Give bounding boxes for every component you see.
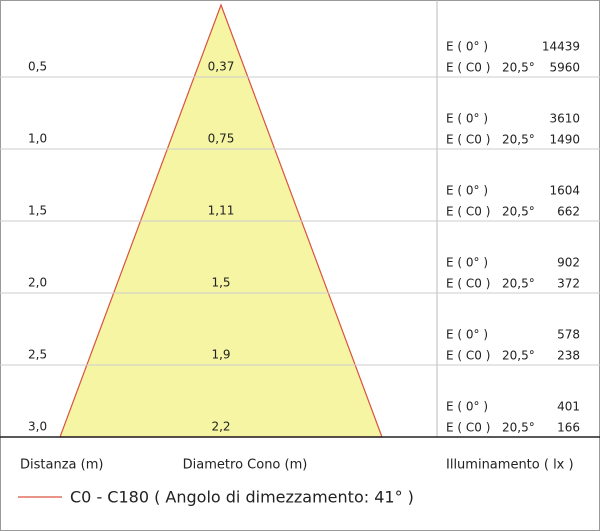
diameter-header: Diametro Cono (m): [183, 458, 308, 473]
distance: 1,0: [28, 132, 47, 146]
distance: 2,0: [28, 276, 47, 290]
e0-value: 3610: [549, 112, 580, 126]
angle: 20,5°: [502, 277, 535, 291]
ec0-label: E ( C0 ): [446, 349, 490, 363]
e0-label: E ( 0° ): [446, 400, 488, 414]
e0-value: 1604: [549, 184, 580, 198]
angle: 20,5°: [502, 421, 535, 435]
angle: 20,5°: [502, 205, 535, 219]
ec0-value: 5960: [549, 61, 580, 75]
ec0-label: E ( C0 ): [446, 205, 490, 219]
e0-label: E ( 0° ): [446, 256, 488, 270]
cone-diameter: 0,75: [208, 132, 235, 146]
e0-label: E ( 0° ): [446, 184, 488, 198]
ec0-label: E ( C0 ): [446, 61, 490, 75]
angle: 20,5°: [502, 61, 535, 75]
ec0-label: E ( C0 ): [446, 421, 490, 435]
angle: 20,5°: [502, 133, 535, 147]
distance-header: Distanza (m): [20, 458, 103, 473]
ec0-label: E ( C0 ): [446, 277, 490, 291]
ec0-value: 662: [557, 205, 580, 219]
ec0-value: 166: [557, 421, 580, 435]
distance: 3,0: [28, 420, 47, 434]
cone-diameter: 1,5: [211, 276, 230, 290]
distance: 2,5: [28, 348, 47, 362]
distance: 0,5: [28, 60, 47, 74]
e0-value: 902: [557, 256, 580, 270]
e0-label: E ( 0° ): [446, 328, 488, 342]
distance: 1,5: [28, 204, 47, 218]
illuminance-header: Illuminamento ( lx ): [446, 458, 574, 473]
e0-value: 578: [557, 328, 580, 342]
cone-diameter: 2,2: [211, 420, 230, 434]
angle: 20,5°: [502, 349, 535, 363]
cone-diameter: 0,37: [208, 60, 235, 74]
ec0-value: 238: [557, 349, 580, 363]
cone-diameter: 1,9: [211, 348, 230, 362]
cone-diameter: 1,11: [208, 204, 235, 218]
e0-value: 14439: [542, 40, 580, 54]
ec0-label: E ( C0 ): [446, 133, 490, 147]
ec0-value: 1490: [549, 133, 580, 147]
e0-value: 401: [557, 400, 580, 414]
e0-label: E ( 0° ): [446, 112, 488, 126]
legend-label: C0 - C180 ( Angolo di dimezzamento: 41° …: [70, 488, 414, 507]
ec0-value: 372: [557, 277, 580, 291]
e0-label: E ( 0° ): [446, 40, 488, 54]
